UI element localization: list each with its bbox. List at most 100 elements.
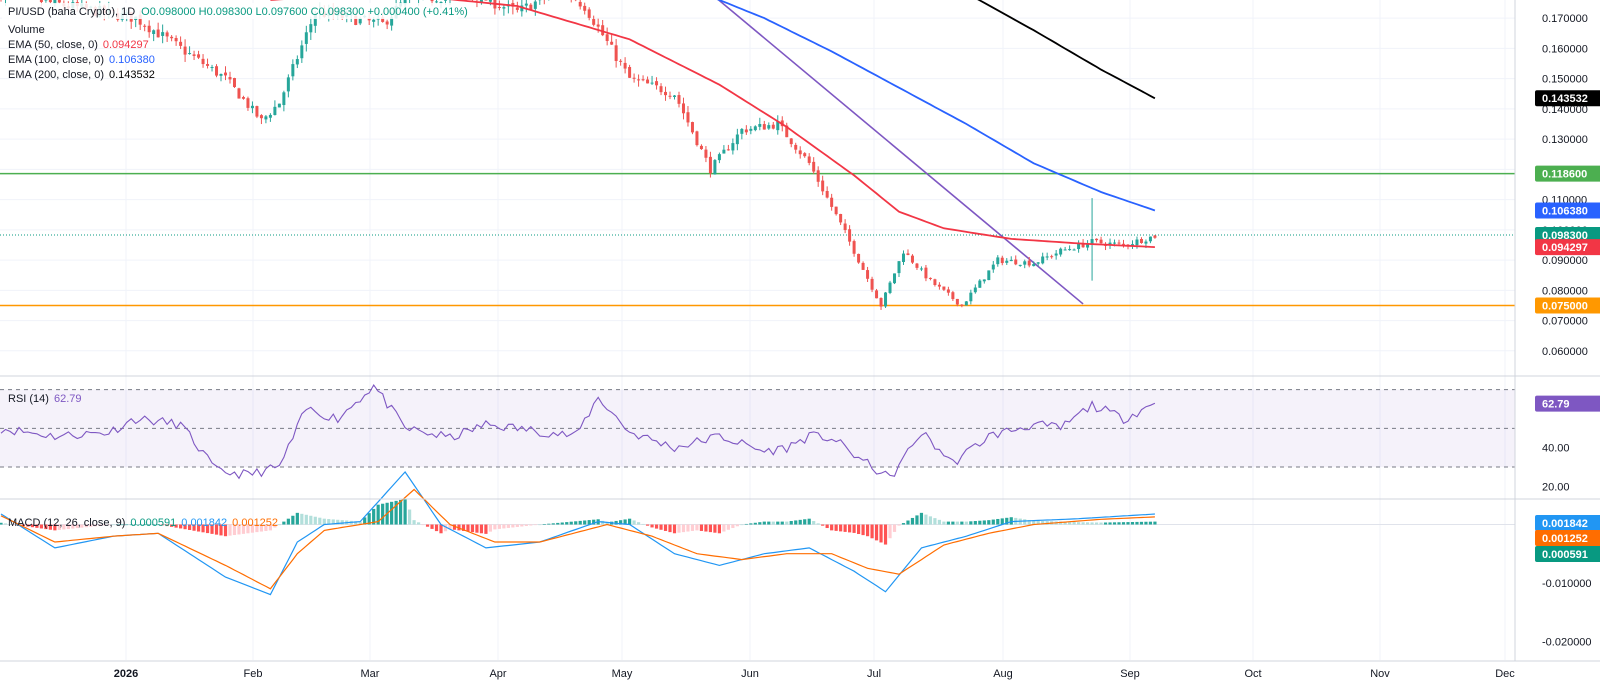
macd-hist-bar	[1077, 522, 1081, 525]
macd-hist-bar	[354, 521, 358, 525]
volume-label[interactable]: Volume	[8, 24, 45, 36]
macd-hist-bar	[475, 524, 479, 533]
macd-hist-bar	[300, 513, 304, 525]
macd-hist-bar	[924, 514, 928, 525]
ema200-label[interactable]: EMA (200, close, 0)	[8, 69, 104, 81]
macd-tick-label: -0.010000	[1542, 578, 1592, 590]
candle-body	[165, 32, 169, 37]
rsi-legend[interactable]: RSI (14) 62.79	[8, 393, 82, 405]
macd-hist-bar	[21, 524, 26, 526]
candle-body	[996, 257, 1000, 265]
macd-hist-bar	[928, 516, 933, 525]
candle-body	[277, 103, 281, 108]
macd-hist-bar	[174, 524, 178, 528]
rsi-pane[interactable]	[0, 383, 1515, 480]
candle-body	[533, 1, 537, 9]
candle-body	[174, 37, 178, 42]
macd-hist-bar	[48, 524, 52, 530]
macd-hist-bar	[632, 520, 636, 525]
macd-hist-bar	[214, 524, 219, 535]
macd-hist-bar	[179, 524, 183, 529]
candle-body	[1072, 249, 1076, 251]
macd-hist-bar	[605, 522, 609, 525]
macd-hist-bar	[183, 524, 187, 530]
price-tick-label: 0.140000	[1542, 104, 1588, 116]
candle-body	[888, 282, 892, 293]
candle-body	[1122, 243, 1125, 245]
candle-body	[444, 0, 448, 1]
macd-hist-bar	[264, 524, 268, 531]
macd-hist-bar	[30, 524, 35, 528]
macd-hist-bar	[66, 524, 70, 530]
macd-hist-bar	[762, 521, 766, 525]
macd-hist-bar	[219, 524, 223, 536]
macd-hist-bar	[776, 521, 780, 525]
candle-body	[1117, 242, 1121, 244]
candle-body	[264, 116, 268, 120]
ema100-price-tag: 0.106380	[1542, 206, 1588, 218]
rsi-line	[0, 383, 1156, 480]
macd-hist-bar	[237, 524, 241, 535]
pane-separators[interactable]	[0, 0, 1600, 662]
candle-body	[1139, 239, 1143, 243]
candle-body	[893, 273, 897, 284]
macd-hist-bar	[443, 524, 448, 532]
candle-body	[919, 268, 923, 270]
trendline	[717, 0, 1084, 305]
time-axis[interactable]: 2026 Feb Mar Apr May Jun Jul Aug Sep Oct Nov Dec	[114, 668, 1516, 680]
macd-hist-bar	[102, 524, 106, 526]
macd-hist-bar	[196, 524, 201, 532]
macd-hist-bar	[363, 517, 367, 525]
macd-hist-bar	[619, 520, 623, 525]
macd-hist-bar	[309, 515, 313, 525]
time-tick-label: Jul	[867, 668, 881, 680]
macd-hist-bar	[461, 524, 466, 531]
svg-text:EMA (100, close, 0)0.106380: EMA (100, close, 0) 0.106380	[8, 54, 155, 66]
macd-hist-bar	[1081, 522, 1085, 525]
ema100-label[interactable]: EMA (100, close, 0)	[8, 54, 104, 66]
price-tick-label: 0.090000	[1542, 255, 1588, 267]
ema50-label[interactable]: EMA (50, close, 0)	[8, 39, 98, 51]
macd-legend[interactable]: MACD (12, 26, close, 9) 0.000591 0.001842 0…	[8, 517, 278, 529]
candle-body	[735, 134, 739, 145]
macd-pane[interactable]	[0, 471, 1515, 596]
macd-hist-bar	[1094, 522, 1099, 525]
macd-hist-bar	[89, 524, 93, 527]
candle-body	[942, 286, 946, 290]
macd-hist-bar	[888, 524, 892, 539]
macd-hist-bar	[502, 524, 506, 529]
macd-hist-bar	[538, 524, 542, 526]
candle-body	[502, 7, 506, 9]
macd-hist-bar	[830, 524, 834, 531]
candle-body	[1144, 241, 1148, 244]
signal-value-tag-bg	[1535, 530, 1600, 546]
macd-hist-bar	[439, 524, 443, 534]
macd-hist-bar	[192, 524, 196, 531]
price-pane[interactable]	[0, 0, 1515, 310]
candle-body	[991, 264, 995, 270]
candle-body	[143, 25, 147, 27]
macd-hist-bar	[57, 524, 61, 530]
candle-body	[726, 149, 730, 151]
candle-body	[839, 213, 843, 223]
time-tick-label: Sep	[1120, 668, 1140, 680]
macd-hist-bar	[340, 520, 344, 525]
macd-hist-bar	[152, 524, 156, 526]
macd-hist-bar	[26, 524, 30, 527]
macd-hist-bar	[973, 521, 977, 525]
candle-body	[215, 66, 219, 76]
candle-body	[946, 289, 950, 293]
macd-hist-bar	[138, 524, 142, 526]
candle-body	[1041, 256, 1045, 264]
macd-hist-bar	[295, 512, 299, 525]
macd-hist-bar	[1072, 522, 1076, 525]
macd-hist-bar	[1103, 522, 1108, 525]
candle-body	[677, 95, 681, 104]
candle-body	[619, 60, 623, 62]
candle-body	[915, 263, 919, 268]
candle-body	[488, 0, 492, 2]
macd-hist-bar	[390, 501, 394, 525]
symbol-title[interactable]: PI/USD (baha Crypto), 1D	[8, 6, 135, 18]
candle-body	[403, 0, 407, 5]
